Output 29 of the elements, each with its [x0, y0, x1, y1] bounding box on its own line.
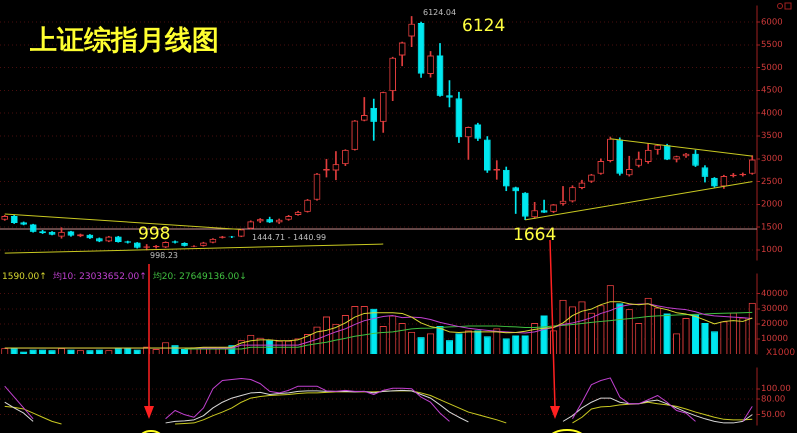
y-tick-label: 20000 — [761, 319, 788, 330]
annotation: 1444.71 - 1440.99 — [252, 233, 326, 242]
y-tick-label: 4500 — [761, 86, 783, 96]
y-tick-label: 6000 — [761, 17, 783, 28]
text: 1590.00↑ — [2, 272, 47, 282]
y-tick-label: 40000 — [761, 288, 788, 299]
text: 均10: 23033652.00↑ — [52, 272, 147, 282]
y-tick-label: 2500 — [761, 176, 783, 187]
text: 上证综指月线图 — [30, 24, 219, 58]
text: 均20: 27649136.00↓ — [152, 272, 247, 282]
annotation: 6124 — [462, 16, 506, 36]
y-tick-label: 3500 — [761, 131, 783, 142]
y-tick-label: 30000 — [761, 304, 788, 314]
annotation: 998.23 — [150, 251, 178, 260]
y-tick-label: 5000 — [761, 62, 783, 73]
y-tick-label: 50.00 — [761, 410, 786, 420]
y-tick-label: 80.00 — [761, 394, 786, 404]
text: X1000 — [766, 348, 796, 358]
y-tick-label: 1500 — [761, 222, 783, 232]
annotation: 6124.04 — [423, 8, 456, 17]
y-tick-label: 100.00 — [761, 384, 791, 394]
y-tick-label: 10000 — [761, 334, 788, 344]
y-tick-label: 1000 — [761, 245, 783, 256]
y-tick-label: 4000 — [761, 108, 783, 118]
y-tick-label: 3000 — [761, 154, 783, 164]
annotation: 1664 — [513, 225, 556, 245]
y-tick-label: 2000 — [761, 200, 783, 210]
y-tick-label: 5500 — [761, 40, 783, 50]
annotation: 998 — [138, 224, 170, 244]
